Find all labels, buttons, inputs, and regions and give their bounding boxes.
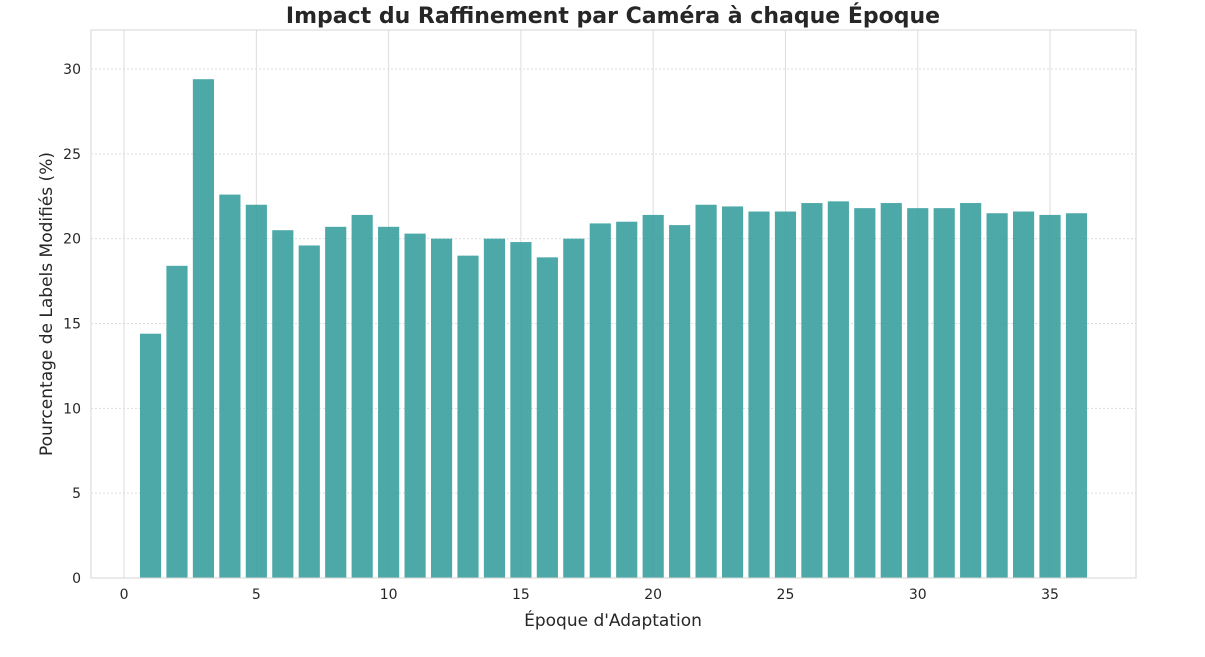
y-tick-label-5: 5	[72, 486, 81, 502]
y-tick-label-20: 20	[63, 232, 81, 248]
x-tick-label-15: 15	[512, 587, 530, 603]
bar-epoch-15	[510, 242, 532, 578]
bar-epoch-3	[192, 79, 215, 579]
bars	[139, 79, 1088, 579]
bar-epoch-28	[854, 208, 876, 579]
bar-epoch-23	[721, 206, 744, 579]
y-tick-label-10: 10	[63, 401, 81, 417]
bar-epoch-12	[430, 238, 453, 578]
bar-epoch-9	[351, 214, 373, 579]
plot-frame	[90, 29, 1137, 579]
bar-epoch-29	[880, 203, 902, 579]
bar-epoch-4	[219, 194, 241, 579]
bar-epoch-19	[616, 221, 638, 579]
bar-epoch-20	[642, 214, 664, 579]
bar-epoch-26	[801, 203, 823, 579]
bar-epoch-5	[245, 204, 267, 579]
bar-epoch-22	[695, 204, 717, 579]
x-tick-label-20: 20	[644, 587, 662, 603]
y-axis-label: Pourcentage de Labels Modifiés (%)	[37, 152, 57, 456]
y-tick-label-25: 25	[63, 147, 81, 163]
bar-epoch-21	[669, 225, 691, 579]
axes	[90, 29, 1137, 579]
bar-epoch-36	[1065, 213, 1088, 579]
bar-epoch-11	[404, 233, 426, 579]
bar-epoch-7	[298, 245, 320, 578]
x-tick-label-0: 0	[120, 587, 129, 603]
x-tick-label-10: 10	[380, 587, 398, 603]
y-tick-label-30: 30	[63, 62, 81, 78]
bar-epoch-34	[1012, 211, 1035, 579]
bar-epoch-27	[827, 201, 849, 579]
chart-title: Impact du Raffinement par Caméra à chaqu…	[286, 3, 940, 29]
bar-epoch-10	[378, 226, 400, 579]
x-tick-label-30: 30	[909, 587, 927, 603]
bar-epoch-1	[139, 333, 162, 578]
bar-epoch-2	[166, 265, 188, 578]
bar-epoch-30	[907, 208, 929, 579]
bar-epoch-14	[483, 238, 506, 578]
bar-epoch-24	[748, 211, 770, 579]
bar-epoch-31	[933, 208, 955, 579]
bar-epoch-17	[563, 238, 585, 578]
y-tick-label-0: 0	[72, 571, 81, 587]
bar-epoch-8	[325, 226, 347, 579]
bar-epoch-13	[457, 255, 479, 578]
bar-epoch-25	[774, 211, 797, 579]
x-tick-label-25: 25	[777, 587, 795, 603]
bar-epoch-6	[272, 230, 294, 579]
x-axis-label: Époque d'Adaptation	[524, 609, 702, 631]
bar-epoch-33	[986, 213, 1008, 579]
bar-epoch-35	[1039, 214, 1061, 579]
bar-epoch-32	[960, 203, 982, 579]
x-tick-label-35: 35	[1041, 587, 1059, 603]
x-tick-label-5: 5	[252, 587, 261, 603]
bar-epoch-18	[589, 223, 611, 579]
tick-labels: 0 5 10 15 20 25 30 35 0 5 10 15 20 25 30	[63, 62, 1059, 603]
bar-epoch-16	[536, 257, 558, 578]
y-tick-label-15: 15	[63, 317, 81, 333]
